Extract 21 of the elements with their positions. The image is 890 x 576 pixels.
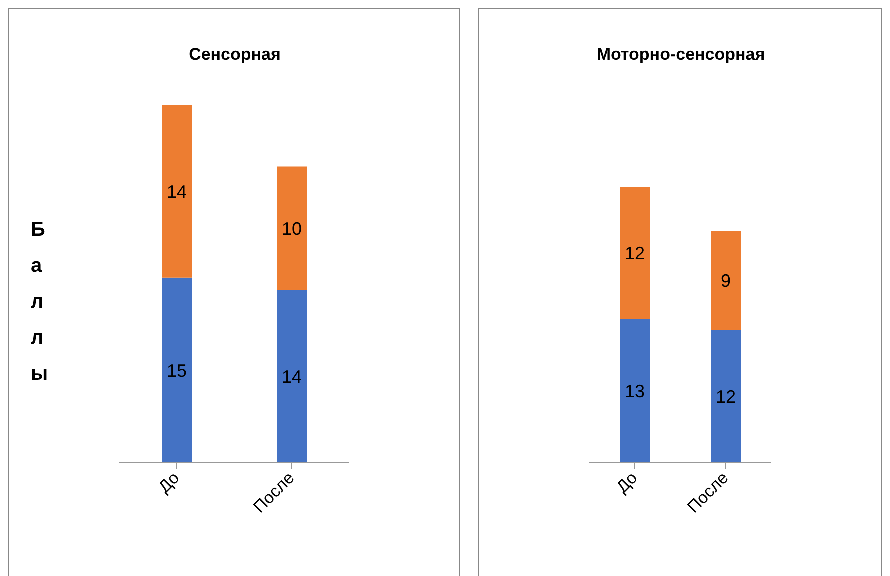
data-label: 9 — [720, 271, 732, 292]
data-label: 12 — [624, 244, 646, 264]
x-tick-label: До — [612, 468, 642, 497]
bar — [620, 319, 650, 463]
x-tick-label: До — [154, 468, 184, 497]
bar — [277, 166, 307, 290]
data-label: 13 — [624, 382, 646, 402]
bar — [162, 278, 192, 463]
data-label: 14 — [166, 182, 188, 202]
data-label: 12 — [716, 387, 736, 408]
bar — [711, 231, 741, 331]
bar — [162, 105, 192, 278]
chart-title: Сенсорная — [188, 45, 282, 65]
bar — [711, 330, 741, 463]
bar — [277, 290, 307, 463]
chart-title: Моторно-сенсорная — [596, 45, 766, 65]
bar — [620, 187, 650, 320]
y-axis-title: Баллы — [31, 219, 48, 385]
data-label: 15 — [166, 360, 188, 381]
data-label: 14 — [282, 366, 302, 387]
data-label: 10 — [282, 218, 302, 239]
